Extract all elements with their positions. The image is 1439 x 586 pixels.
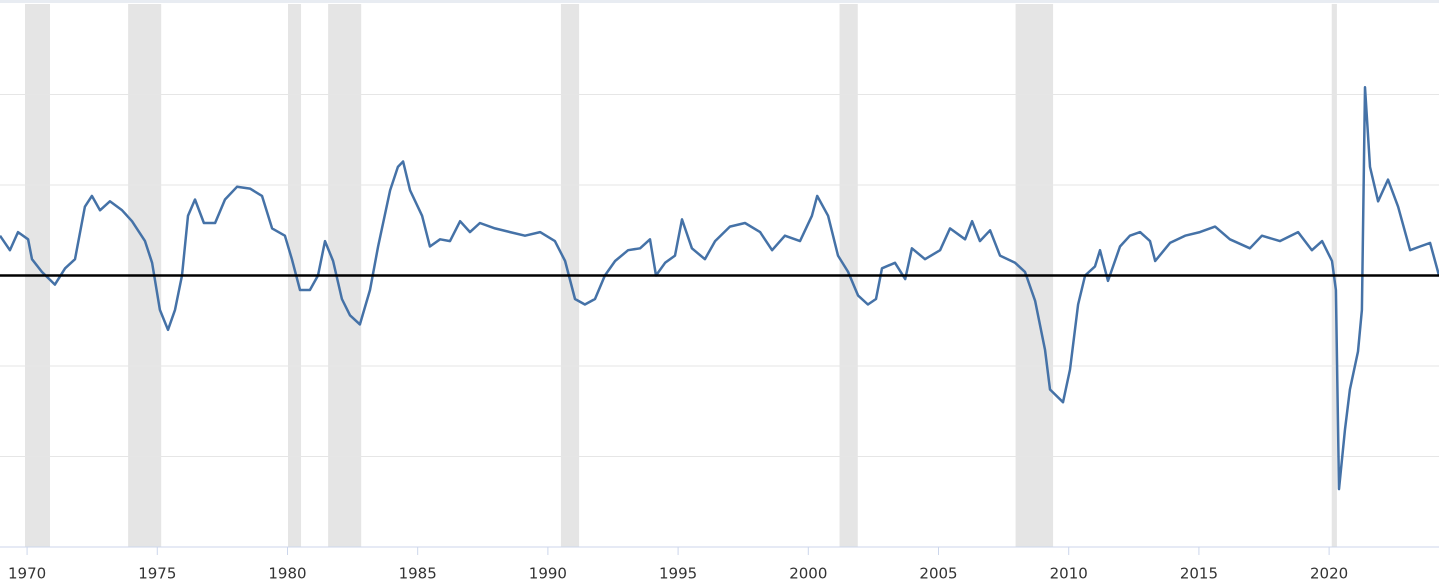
- x-tick-label: 2015: [1180, 565, 1218, 583]
- x-tick-label: 1975: [138, 565, 176, 583]
- x-tick-label: 1985: [399, 565, 437, 583]
- x-tick-label: 1970: [8, 565, 46, 583]
- x-tick-label: 1990: [529, 565, 567, 583]
- series-line: [0, 86, 1439, 491]
- x-tick-label: 2010: [1050, 565, 1088, 583]
- x-tick-label: 1980: [268, 565, 306, 583]
- top-border: [0, 0, 1439, 3]
- x-tick-label: 1995: [659, 565, 697, 583]
- x-tick-label: 2020: [1310, 565, 1348, 583]
- x-tick-label: 2005: [919, 565, 957, 583]
- x-tick-label: 2000: [789, 565, 827, 583]
